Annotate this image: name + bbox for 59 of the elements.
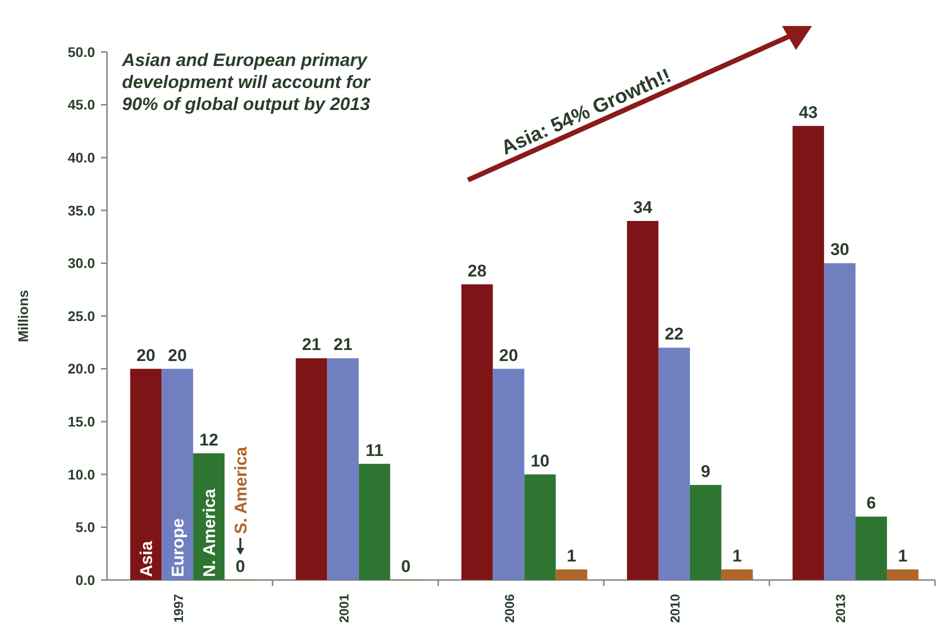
y-tick-label: 50.0 (68, 44, 96, 60)
text: S. America (231, 446, 250, 534)
data-label: 21 (334, 335, 352, 354)
data-label: 1 (732, 546, 742, 566)
data-label: 0 (401, 557, 411, 576)
y-tick-label: 20.0 (68, 360, 96, 377)
bar (690, 484, 722, 580)
series-label: N. America (200, 488, 219, 577)
bar (856, 516, 887, 580)
data-label: 0 (236, 557, 246, 576)
bar (327, 358, 359, 580)
bar (461, 284, 493, 580)
data-label: 20 (168, 346, 187, 365)
data-label: 30 (830, 240, 850, 260)
bar (626, 220, 658, 580)
data-label: 28 (468, 261, 487, 280)
bar (162, 368, 194, 580)
x-tick-label: 2006 (502, 594, 517, 623)
data-label: 12 (199, 430, 218, 450)
series-label: Europe (168, 518, 188, 577)
bar (721, 569, 753, 580)
data-label: 10 (530, 451, 550, 470)
bar (886, 569, 918, 580)
y-tick-label: 15.0 (68, 414, 96, 430)
bar (658, 348, 690, 580)
y-tick-label: 25.0 (68, 308, 96, 324)
series-label: Asia (136, 540, 156, 577)
x-tick-label: 2010 (668, 594, 683, 623)
y-tick-label: 45.0 (68, 96, 96, 113)
y-tick-label: 5.0 (76, 519, 96, 536)
y-axis-title: Millions (15, 290, 31, 342)
annotation: Asian and European primary development will account for 90% of global output by 2013 (121, 50, 372, 114)
data-label: 21 (302, 335, 321, 354)
y-tick-label: 0.0 (76, 572, 96, 588)
bar (492, 368, 524, 580)
data-label: 1 (566, 546, 576, 566)
bar (824, 263, 856, 580)
bar (130, 368, 162, 580)
bar (556, 569, 588, 580)
data-label: 20 (499, 346, 518, 365)
data-label: 43 (798, 102, 818, 122)
data-label: 34 (633, 198, 653, 217)
y-tick-label: 40.0 (68, 150, 96, 166)
y-tick-label: 10.0 (68, 466, 96, 482)
bar (792, 126, 824, 580)
x-tick-label: 1997 (170, 594, 186, 623)
x-tick-label: 2001 (336, 594, 352, 623)
bar (358, 464, 390, 580)
data-label: 22 (664, 324, 684, 344)
y-tick-label: 35.0 (68, 202, 96, 218)
x-tick-label: 2013 (833, 594, 848, 623)
data-label: 9 (700, 462, 710, 481)
data-label: 20 (136, 346, 156, 365)
data-label: 6 (866, 494, 876, 513)
data-label: 1 (898, 546, 908, 566)
data-label: 11 (365, 440, 384, 460)
bar (296, 358, 328, 580)
y-tick-label: 30.0 (68, 255, 96, 272)
bar (524, 474, 556, 580)
